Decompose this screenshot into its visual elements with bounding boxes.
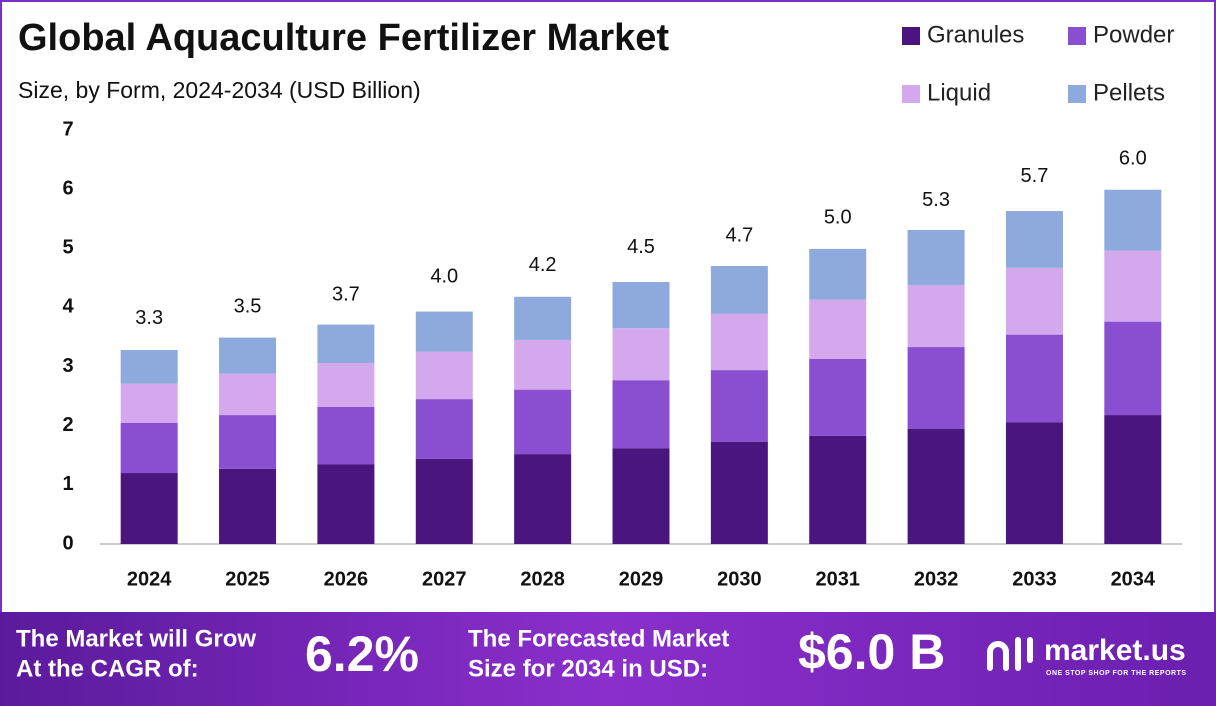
bar-segment xyxy=(514,454,572,544)
y-tick-label: 1 xyxy=(62,473,73,495)
footer-band xyxy=(0,612,1216,706)
bar-segment xyxy=(219,415,277,469)
y-tick-label: 3 xyxy=(62,355,73,377)
forecast-value: $6.0 B xyxy=(798,624,945,680)
bar-segment xyxy=(809,299,867,359)
total-label: 5.7 xyxy=(1021,165,1049,187)
x-tick-label: 2030 xyxy=(717,568,762,590)
total-label: 4.2 xyxy=(529,254,557,276)
x-tick-label: 2032 xyxy=(914,568,959,590)
legend-swatch xyxy=(1068,27,1086,45)
cagr-text: The Market will Grow xyxy=(16,625,256,652)
bar-segment xyxy=(514,339,572,390)
bar-segment xyxy=(120,422,178,474)
bar-segment xyxy=(809,435,867,544)
bar-segment xyxy=(317,363,375,407)
bar-segment xyxy=(1104,250,1162,322)
brand-name: market.us xyxy=(1044,634,1186,667)
bar-segment xyxy=(907,428,965,544)
bar-segment xyxy=(415,351,473,400)
bar-segment xyxy=(120,383,178,423)
x-tick-label: 2027 xyxy=(422,568,467,590)
bar-segment xyxy=(710,370,768,442)
legend-swatch xyxy=(1068,85,1086,103)
total-label: 5.3 xyxy=(922,189,950,211)
y-tick-label: 7 xyxy=(62,118,73,140)
bar-segment xyxy=(1104,189,1162,251)
forecast-text: Size for 2034 in USD: xyxy=(468,655,708,682)
bar-segment xyxy=(612,281,670,329)
x-tick-label: 2034 xyxy=(1111,568,1156,590)
logo-icon xyxy=(987,641,1009,671)
legend-label: Liquid xyxy=(927,79,991,106)
total-label: 3.5 xyxy=(234,295,262,317)
x-tick-label: 2031 xyxy=(815,568,860,590)
bar-segment xyxy=(514,389,572,455)
bar-segment xyxy=(415,311,473,352)
bar-segment xyxy=(415,458,473,544)
total-label: 4.7 xyxy=(725,224,753,246)
bar-segment xyxy=(219,337,277,374)
x-tick-label: 2033 xyxy=(1012,568,1057,590)
bar-segment xyxy=(612,380,670,449)
legend-label: Powder xyxy=(1093,21,1174,48)
y-tick-label: 2 xyxy=(62,414,73,436)
x-tick-label: 2025 xyxy=(225,568,270,590)
bar-segment xyxy=(514,296,572,340)
x-tick-label: 2024 xyxy=(127,568,172,590)
legend-label: Pellets xyxy=(1093,79,1165,106)
bar-segment xyxy=(907,229,965,285)
bar-segment xyxy=(120,350,178,384)
bar-segment xyxy=(317,406,375,465)
x-tick-label: 2026 xyxy=(324,568,369,590)
bar-segment xyxy=(219,373,277,416)
y-tick-label: 5 xyxy=(62,237,73,259)
bar-segment xyxy=(612,448,670,544)
bar-segment xyxy=(1005,422,1063,544)
bar-segment xyxy=(710,313,768,371)
legend-swatch xyxy=(902,27,920,45)
total-label: 6.0 xyxy=(1119,147,1147,169)
bar-segment xyxy=(907,347,965,429)
bar-segment xyxy=(120,473,178,544)
brand-logo xyxy=(987,637,1033,671)
total-label: 5.0 xyxy=(824,207,852,229)
total-label: 4.0 xyxy=(430,266,458,288)
cagr-text: At the CAGR of: xyxy=(16,655,199,682)
bar-segment xyxy=(317,464,375,544)
legend-label: Granules xyxy=(927,21,1024,48)
bar-segment xyxy=(1104,415,1162,544)
total-label: 3.7 xyxy=(332,283,360,305)
bar-segment xyxy=(809,248,867,300)
brand-tagline: ONE STOP SHOP FOR THE REPORTS xyxy=(1046,670,1187,677)
bar-segment xyxy=(710,266,768,314)
bar-segment xyxy=(415,399,473,459)
forecast-text: The Forecasted Market xyxy=(468,625,729,652)
y-tick-label: 0 xyxy=(62,532,73,554)
x-tick-label: 2029 xyxy=(619,568,664,590)
bar-segment xyxy=(1005,211,1063,268)
total-label: 3.3 xyxy=(135,307,163,329)
x-tick-label: 2028 xyxy=(520,568,565,590)
chart-title: Global Aquaculture Fertilizer Market xyxy=(18,17,669,59)
bar-segment xyxy=(907,284,965,348)
bar-segment xyxy=(710,441,768,544)
y-tick-label: 4 xyxy=(62,296,74,318)
y-tick-label: 6 xyxy=(62,177,73,199)
cagr-value: 6.2% xyxy=(305,626,419,682)
bar-segment xyxy=(317,324,375,364)
total-label: 4.5 xyxy=(627,236,655,258)
bar-segment xyxy=(1005,334,1063,423)
bar-segment xyxy=(1005,267,1063,335)
chart-subtitle: Size, by Form, 2024-2034 (USD Billion) xyxy=(18,77,421,103)
bar-segment xyxy=(612,328,670,381)
bar-segment xyxy=(1104,321,1162,416)
bar-segment xyxy=(809,358,867,436)
legend-swatch xyxy=(902,85,920,103)
bar-segment xyxy=(219,468,277,544)
